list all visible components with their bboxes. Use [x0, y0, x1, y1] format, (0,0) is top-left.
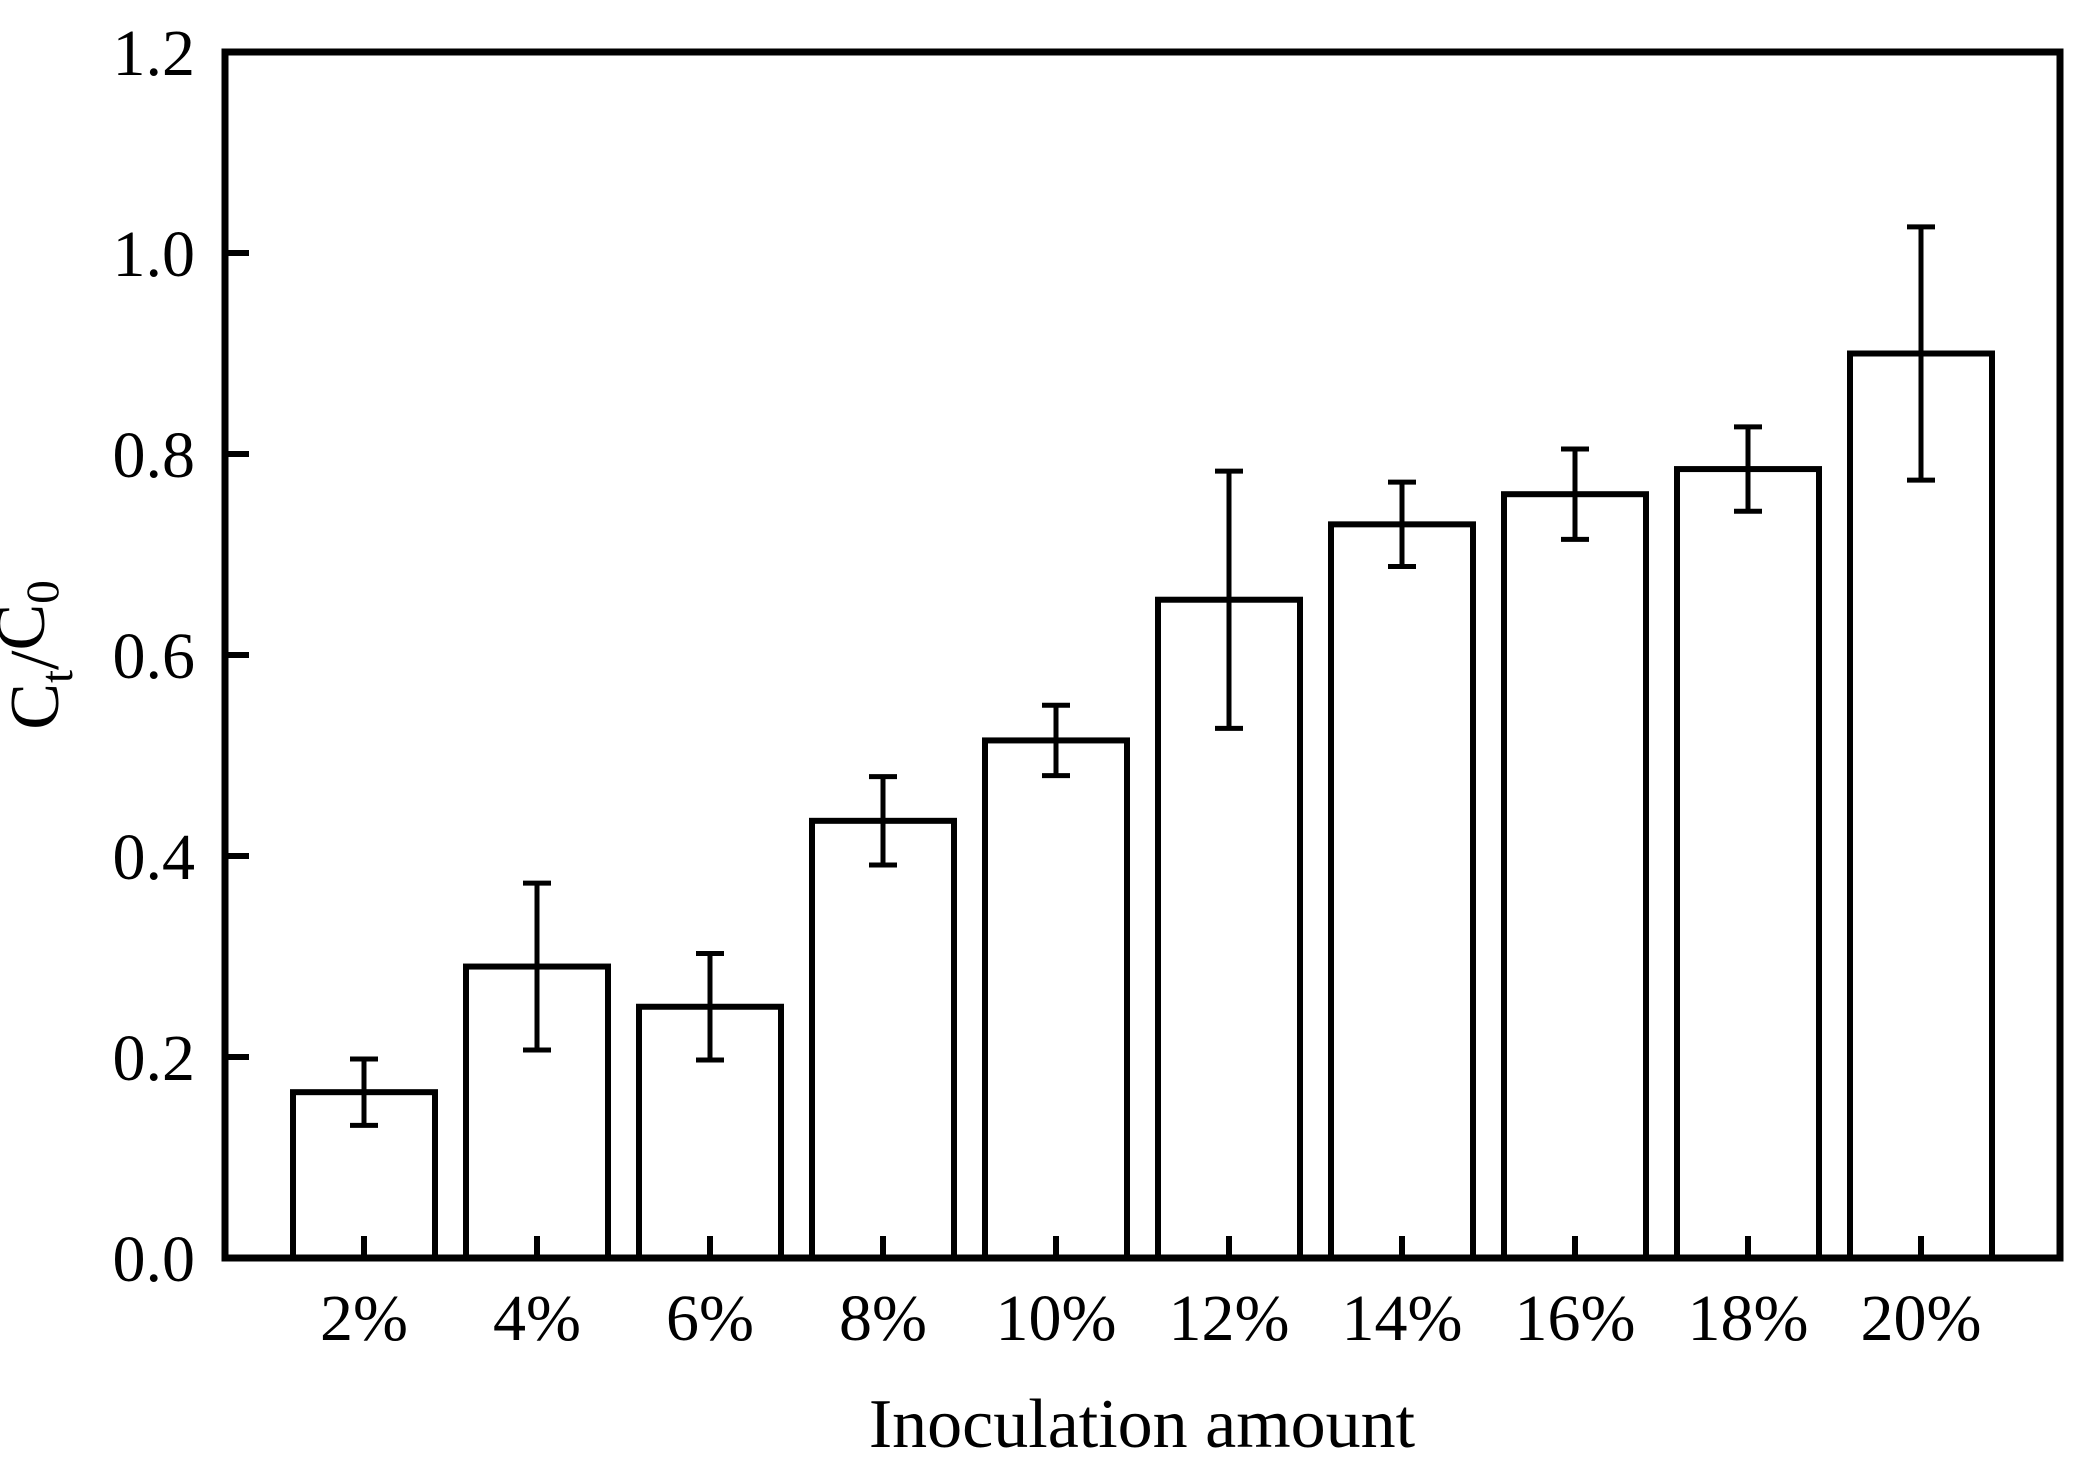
x-tick-label: 16% — [1515, 1282, 1636, 1355]
y-axis-title-subscript: t — [31, 670, 83, 683]
y-tick-label: 0.8 — [113, 419, 196, 492]
x-tick-label: 4% — [493, 1282, 581, 1355]
x-tick-label: 10% — [996, 1282, 1117, 1355]
bar — [1155, 596, 1303, 1261]
x-tick-label: 18% — [1688, 1282, 1809, 1355]
bar — [1847, 350, 1995, 1261]
y-tick-label: 0.6 — [113, 620, 196, 693]
y-axis-title-subscript: 0 — [17, 580, 69, 604]
y-axis-title: Ct/C0 — [0, 580, 83, 729]
bar — [1328, 521, 1476, 1261]
x-tick-label: 6% — [666, 1282, 754, 1355]
x-tick-label: 14% — [1342, 1282, 1463, 1355]
plot-area: 0.0 0.2 0.4 0.6 0.8 1.0 1.2 2% 4% 6% 8% 10% 12% 14% 16… — [113, 17, 2064, 1355]
bar — [1674, 466, 1822, 1261]
x-axis-title: Inoculation amount — [869, 1386, 1416, 1463]
y-tick-label: 1.0 — [113, 218, 196, 291]
x-tick-label: 12% — [1169, 1282, 1290, 1355]
y-axis-title-char: / — [0, 650, 74, 670]
y-axis-title-char: C — [0, 683, 74, 730]
x-tick-label: 20% — [1861, 1282, 1982, 1355]
x-tick-label: 8% — [839, 1282, 927, 1355]
y-tick-label: 0.0 — [113, 1223, 196, 1296]
y-tick-label: 1.2 — [113, 17, 196, 90]
bar — [1501, 491, 1649, 1261]
bar — [809, 817, 957, 1261]
bar — [982, 737, 1130, 1261]
x-tick-label: 2% — [320, 1282, 408, 1355]
y-tick-label: 0.2 — [113, 1022, 196, 1095]
y-axis-title-char: C — [0, 604, 60, 651]
y-tick-label: 0.4 — [113, 821, 196, 894]
